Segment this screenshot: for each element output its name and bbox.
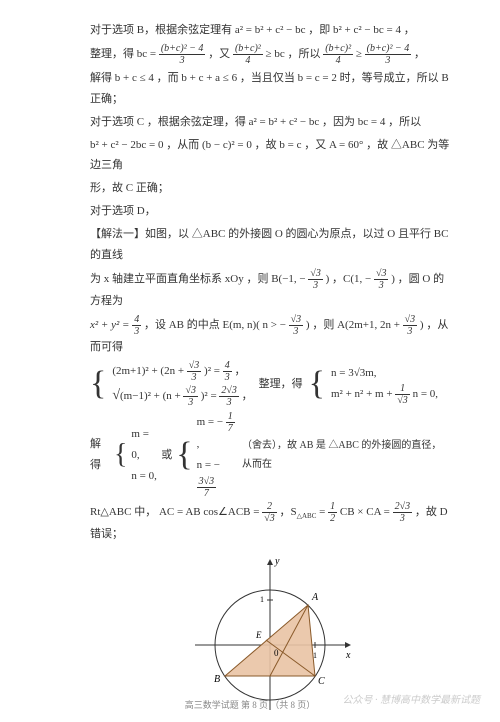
- frac-19: 2√33: [393, 501, 413, 524]
- frac-1: (b+c)² − 43: [159, 43, 206, 66]
- line-c3: 形，故 C 正确；: [90, 178, 450, 199]
- t: =: [319, 506, 325, 518]
- label-x-axis: x: [345, 650, 351, 661]
- t: n = −: [197, 459, 220, 471]
- t: m = −: [197, 416, 223, 428]
- line-c1: 对于选项 C ，根据余弦定理，得 a² = b² + c² − bc ，因为 b…: [90, 112, 450, 133]
- frac-2: (b+c)²4: [233, 43, 263, 66]
- tick-label-1x: 1: [313, 651, 317, 660]
- frac-5: √33: [308, 268, 323, 291]
- line-d3: x² + y² = 43 ，设 AB 的中点 E(m, n)( n > − √3…: [90, 314, 450, 358]
- t: （舍去），故 AB 是 △ABC 的外接圆的直径，从而在: [242, 436, 450, 474]
- t: ) ，则 A(2m+1, 2n +: [306, 319, 400, 331]
- line-sol: 解得 { m = 0, n = 0, 或 { m = − 17 , n = − …: [90, 411, 450, 499]
- frac-6: √33: [374, 268, 389, 291]
- t: m² + n² + m +: [331, 388, 393, 400]
- t: ,: [197, 438, 200, 450]
- t: ，: [234, 365, 245, 377]
- t: (m−1)² + (n +: [120, 390, 181, 402]
- frac-15: 17: [226, 411, 235, 434]
- circle-diagram: A B C E 0 x y 1 1: [180, 550, 360, 720]
- line-b1: 对于选项 B，根据余弦定理有 a² = b² + c² − bc ，即 b² +…: [90, 20, 450, 41]
- t: n = 0,: [131, 466, 157, 487]
- t: n = 3√3m,: [331, 363, 438, 384]
- t: ，: [242, 390, 253, 402]
- line-b2: 整理，得 bc = (b+c)² − 43 ，又 (b+c)²4 ≥ bc ，所…: [90, 43, 450, 66]
- line-d2: 为 x 轴建立平面直角坐标系 xOy ，则 B(−1, − √33 ) ，C(1…: [90, 268, 450, 312]
- label-c: C: [318, 676, 325, 687]
- t: ≥ bc ，所以: [266, 48, 321, 60]
- page: 对于选项 B，根据余弦定理有 a² = b² + c² − bc ，即 b² +…: [0, 0, 500, 722]
- t: 解得: [90, 434, 110, 476]
- line-d0: 对于选项 D，: [90, 201, 450, 222]
- frac-9: √33: [403, 314, 418, 337]
- label-a: A: [311, 592, 319, 603]
- label-e: E: [255, 630, 262, 640]
- frac-3: (b+c)²4: [323, 43, 353, 66]
- t: )² =: [204, 365, 220, 377]
- frac-4: (b+c)² − 43: [365, 43, 412, 66]
- line-rt: Rt△ABC 中， AC = AB cos∠ACB = 2√3 ，S△ABC =…: [90, 501, 450, 545]
- t: 整理，得: [259, 374, 303, 395]
- tick-label-1y: 1: [260, 595, 264, 604]
- t: )² =: [201, 390, 217, 402]
- t: n = 0,: [413, 388, 438, 400]
- t: ，又: [208, 48, 230, 60]
- line-b3: 解得 b + c ≤ 4 ，而 b + c + a ≤ 6 ，当且仅当 b = …: [90, 68, 450, 110]
- frac-12: √33: [183, 385, 198, 408]
- frac-17: 2√3: [262, 501, 277, 524]
- t: 整理，得 bc =: [90, 48, 156, 60]
- t: ≥: [356, 48, 362, 60]
- label-o: 0: [274, 648, 279, 658]
- t: Rt△ABC 中， AC = AB cos∠ACB =: [90, 506, 259, 518]
- label-b: B: [214, 674, 220, 685]
- t: ) ，C(1, −: [326, 273, 372, 285]
- t: ，: [414, 48, 425, 60]
- line-sys: { (2m+1)² + (2n + √33 )² = 43 ， √(m−1)² …: [90, 360, 450, 410]
- t: (2m+1)² + (2n +: [112, 365, 184, 377]
- frac-16: 3√37: [197, 476, 217, 499]
- frac-11: 43: [223, 360, 232, 383]
- t: 或: [161, 445, 172, 466]
- frac-7: 43: [132, 314, 141, 337]
- t: CB × CA =: [340, 506, 390, 518]
- brace-icon: {: [309, 367, 325, 401]
- footer-text: 高三数学试题 第 8 页 （共 8 页）: [185, 700, 316, 710]
- frac-18: 12: [328, 501, 337, 524]
- watermark: 公众号 · 慧博高中数学最新试题: [343, 691, 481, 710]
- t: x² + y² =: [90, 319, 129, 331]
- label-y-axis: y: [274, 556, 280, 567]
- frac-8: √33: [289, 314, 304, 337]
- line-c2: b² + c² − 2bc = 0 ，从而 (b − c)² = 0 ，故 b …: [90, 135, 450, 177]
- brace-icon: {: [114, 441, 127, 469]
- brace-icon: {: [176, 438, 192, 472]
- t: 为 x 轴建立平面直角坐标系 xOy ，则 B(−1, −: [90, 273, 306, 285]
- frac-10: √33: [187, 360, 202, 383]
- brace-icon: {: [90, 367, 106, 401]
- line-d1: 【解法一】如图，以 △ABC 的外接圆 O 的圆心为原点，以过 O 且平行 BC…: [90, 224, 450, 266]
- frac-13: 2√33: [219, 385, 239, 408]
- frac-14: 1√3: [395, 383, 410, 406]
- t: ，S: [279, 506, 296, 518]
- t: ，设 AB 的中点 E(m, n)( n > −: [144, 319, 286, 331]
- t: m = 0,: [131, 424, 157, 466]
